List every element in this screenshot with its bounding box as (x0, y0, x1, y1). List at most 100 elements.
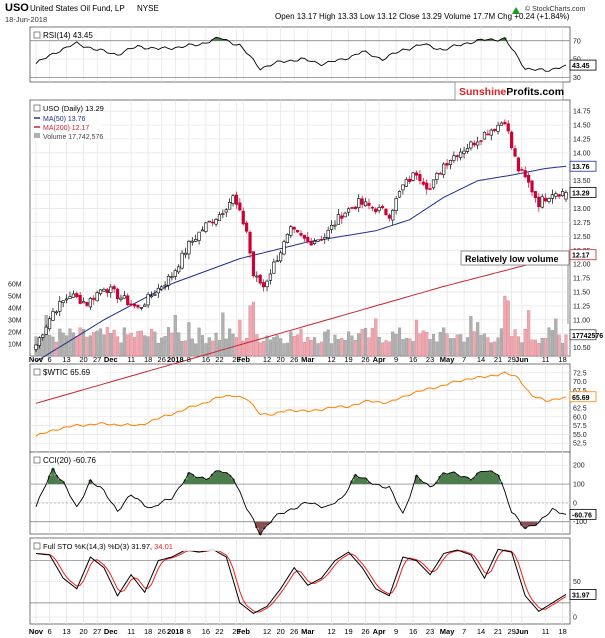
volume-bar (431, 334, 436, 357)
volume-tick-label: 20M (8, 330, 22, 337)
volume-bar (364, 327, 368, 357)
x-axis-label: 11 (542, 627, 550, 636)
volume-bar (200, 335, 205, 357)
x-axis-label: 16 (409, 627, 417, 636)
volume-bar (425, 331, 429, 357)
x-axis-label: May (440, 355, 455, 364)
volume-bar (279, 338, 283, 357)
candle-body (234, 194, 239, 205)
candle-body (343, 212, 347, 218)
fund-name: United States Oil Fund, LP (30, 4, 125, 13)
candle-body (139, 307, 143, 309)
candle-body (561, 191, 565, 197)
candle-body (445, 163, 449, 166)
volume-bar (282, 343, 286, 357)
volume-bar (442, 327, 446, 357)
x-axis-label: 22 (215, 355, 223, 364)
candle-body (187, 240, 191, 255)
sto-d-line (35, 549, 567, 613)
candle-body (421, 181, 425, 185)
volume-bar (251, 301, 255, 357)
candle-body (153, 294, 157, 296)
rsi-series (30, 36, 570, 78)
y-tick-label: 14.00 (573, 150, 591, 157)
volume-bar (170, 332, 174, 357)
y-tick-label: 14.75 (573, 109, 591, 116)
candle-body (224, 209, 228, 213)
x-axis-label: 19 (344, 355, 352, 364)
volume-bar (68, 328, 72, 357)
x-axis-label: 27 (93, 627, 101, 636)
volume-bar (462, 341, 466, 357)
candle-body (170, 276, 174, 278)
x-axis-label: 11 (542, 355, 550, 364)
candle-body (245, 222, 249, 232)
candle-body (289, 226, 293, 236)
legend-swatch (33, 31, 41, 39)
volume-bar (367, 337, 371, 357)
volume-bar (438, 331, 442, 357)
volume-bar (99, 328, 103, 357)
volume-bar (78, 327, 82, 357)
candle-body (156, 287, 160, 294)
candle-body (47, 318, 52, 330)
y-tick-label: 57.5 (573, 423, 587, 430)
wtic-value-label-box (569, 391, 597, 403)
candle-body (75, 293, 79, 298)
candle-body (459, 151, 463, 158)
candle-body (455, 155, 459, 158)
candle-body (211, 221, 215, 224)
ma50-value-label-box (569, 160, 597, 172)
volume-bar (160, 337, 164, 357)
candle-body (160, 286, 164, 290)
x-axis-label: 29 (507, 627, 515, 636)
volume-bar (132, 337, 137, 357)
candle-body (404, 179, 408, 187)
wtic-legend-text: $WTIC 65.69 (43, 368, 91, 377)
volume-bar (143, 335, 147, 357)
x-axis-label: 26 (158, 355, 166, 364)
volume-bar (353, 339, 357, 357)
volume-bar (48, 334, 52, 357)
candle-body (115, 288, 120, 300)
wtic-legend: $WTIC 65.69 (32, 366, 106, 377)
volume-bar (452, 338, 456, 357)
ma50-line (35, 165, 567, 363)
volume-bar (520, 342, 524, 357)
candle-body (146, 294, 150, 306)
volume-bar (224, 338, 228, 357)
candle-body (452, 155, 456, 161)
volume-bar (527, 310, 531, 357)
x-axis-label: 20 (276, 355, 284, 364)
volume-bar (234, 337, 238, 357)
candle-body (129, 303, 133, 306)
volume-bar (547, 327, 551, 357)
y-tick-label: 11.75 (573, 276, 590, 283)
volume-bar (397, 327, 402, 357)
volume-bar (557, 334, 561, 357)
x-axis-label: 18 (558, 627, 566, 636)
volume-bar (262, 341, 266, 357)
candle-body (431, 179, 436, 189)
x-axis-label: 6 (48, 627, 52, 636)
candle-body (262, 282, 266, 288)
candle-body (41, 334, 45, 338)
candle-body (397, 191, 402, 198)
up-triangle-icon (512, 7, 520, 14)
candle-body (438, 172, 442, 175)
volume-bar (245, 338, 249, 357)
volume-bar (92, 332, 96, 357)
candle-body (268, 273, 273, 281)
volume-bar (292, 336, 296, 357)
candle-body (401, 184, 405, 191)
cci-legend-text: CCI(20) -60.76 (43, 456, 96, 465)
volume-bar (75, 336, 79, 357)
candle-body (527, 174, 531, 183)
volume-bar (313, 337, 317, 357)
volume-bar (217, 339, 222, 357)
candle-body (238, 202, 242, 211)
price-candles (34, 119, 568, 353)
volume-legend-text: Volume 17,742,576 (43, 134, 103, 141)
candle-body (544, 197, 548, 202)
volume-bar (476, 322, 480, 357)
